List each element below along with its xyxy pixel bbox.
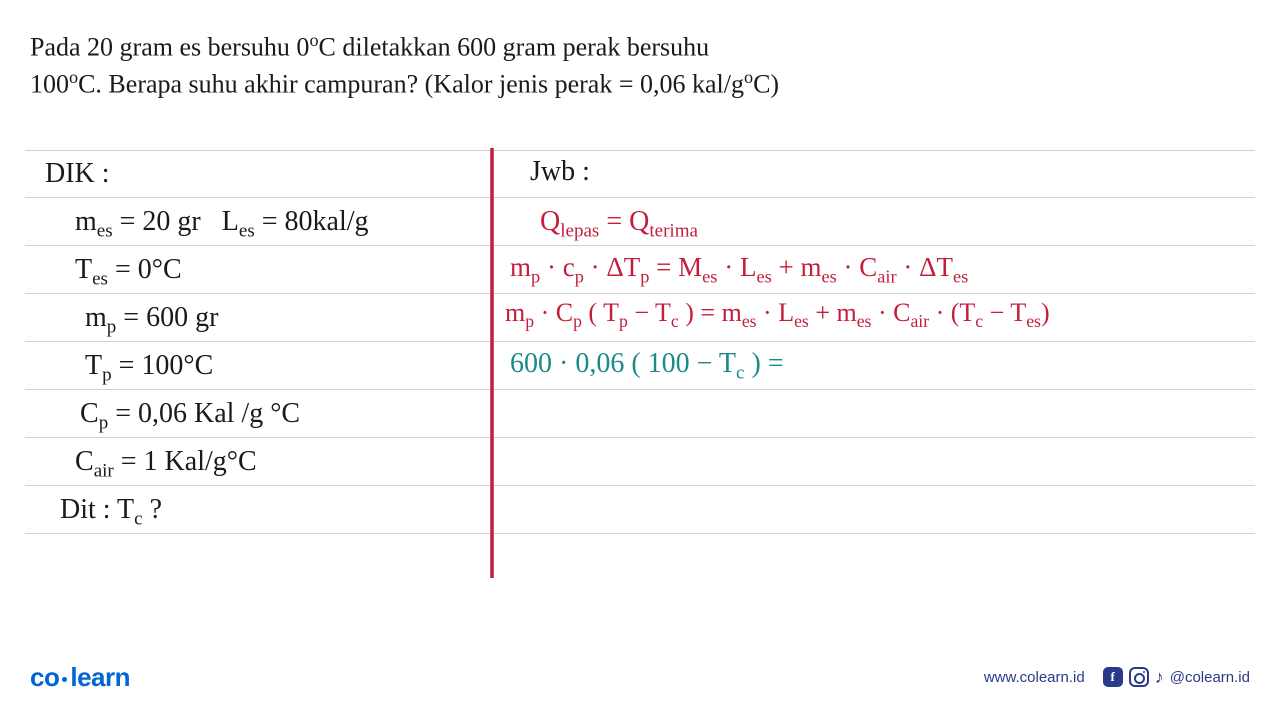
tp-label: T [85, 350, 102, 381]
cp-label: C [80, 398, 99, 429]
problem-line1-a: Pada 20 gram es bersuhu 0 [30, 33, 309, 62]
cair-label: C [75, 446, 94, 477]
problem-statement: Pada 20 gram es bersuhu 0oC diletakkan 6… [30, 28, 779, 102]
problem-line2-a: 100 [30, 69, 69, 98]
q-lepas-a: Q [540, 206, 560, 237]
social-handle: @colearn.id [1170, 669, 1250, 686]
dit-label: Dit : T [60, 494, 134, 525]
q-lepas-sub: lepas [560, 221, 599, 242]
q-eq: = Q [599, 206, 649, 237]
cp-row: Cp = 0,06 Kal /g °C [80, 400, 300, 433]
q-terima-sub: terima [649, 221, 698, 242]
deg: o [309, 30, 318, 50]
social-icons: f ♪ @colearn.id [1103, 667, 1250, 688]
q-balance: Qlepas = Qterima [540, 208, 698, 241]
brand-a: co [30, 662, 59, 692]
divider-line [490, 148, 494, 578]
mes-sub: es [97, 221, 113, 242]
tp-sub: p [102, 365, 112, 386]
les-label: L [222, 206, 239, 237]
brand-logo: colearn [30, 662, 130, 693]
mp-row: mp = 600 gr [85, 304, 218, 337]
brand-dot-icon [62, 677, 67, 682]
dit-sub: c [134, 509, 142, 530]
cp-sub: p [99, 413, 109, 434]
dik-label: DIK : [45, 160, 110, 188]
eq2: mp · cp · ΔTp = Mes · Les + mes · Cair ·… [510, 254, 968, 286]
problem-line2-c: C) [753, 69, 779, 98]
jwb-label: Jwb : [530, 158, 590, 186]
cp-val: = 0,06 Kal /g °C [108, 398, 300, 429]
les-val: = 80kal/g [255, 206, 369, 237]
mes-row: mes = 20 gr Les = 80kal/g [75, 208, 369, 241]
url-link[interactable]: www.colearn.id [984, 669, 1085, 686]
mes-label: m [75, 206, 97, 237]
mp-label: m [85, 302, 107, 333]
mp-val: = 600 gr [116, 302, 218, 333]
tes-row: Tes = 0°C [75, 256, 182, 289]
cair-sub: air [94, 461, 114, 482]
rule-line [25, 486, 1255, 534]
eq4-sub: c [736, 363, 744, 384]
mes-val: = 20 gr [113, 206, 201, 237]
cair-row: Cair = 1 Kal/g°C [75, 448, 257, 481]
tes-sub: es [92, 269, 108, 290]
eq4: 600 · 0,06 ( 100 − Tc ) = [510, 350, 784, 383]
brand-b: learn [70, 662, 130, 692]
mp-sub: p [107, 317, 117, 338]
tiktok-icon[interactable]: ♪ [1155, 667, 1164, 688]
tp-row: Tp = 100°C [85, 352, 213, 385]
facebook-icon[interactable]: f [1103, 667, 1123, 687]
footer: colearn www.colearn.id f ♪ @colearn.id [30, 662, 1250, 692]
dit-row: Dit : Tc ? [60, 496, 162, 529]
deg: o [69, 67, 78, 87]
eq4-a: 600 · 0,06 ( 100 − T [510, 348, 736, 379]
dit-q: ? [143, 494, 162, 525]
tes-val: = 0°C [108, 254, 182, 285]
eq4-end: ) = [745, 348, 784, 379]
rule-line [25, 150, 1255, 198]
tp-val: = 100°C [112, 350, 214, 381]
instagram-icon[interactable] [1129, 667, 1149, 687]
cair-val: = 1 Kal/g°C [114, 446, 257, 477]
les-sub: es [239, 221, 255, 242]
problem-line1-b: C diletakkan 600 gram perak bersuhu [319, 33, 710, 62]
eq3: mp · Cp ( Tp − Tc ) = mes · Les + mes · … [505, 300, 1050, 331]
footer-right: www.colearn.id f ♪ @colearn.id [984, 667, 1250, 688]
tes-label: T [75, 254, 92, 285]
deg: o [744, 67, 753, 87]
problem-line2-b: C. Berapa suhu akhir campuran? (Kalor je… [78, 69, 744, 98]
